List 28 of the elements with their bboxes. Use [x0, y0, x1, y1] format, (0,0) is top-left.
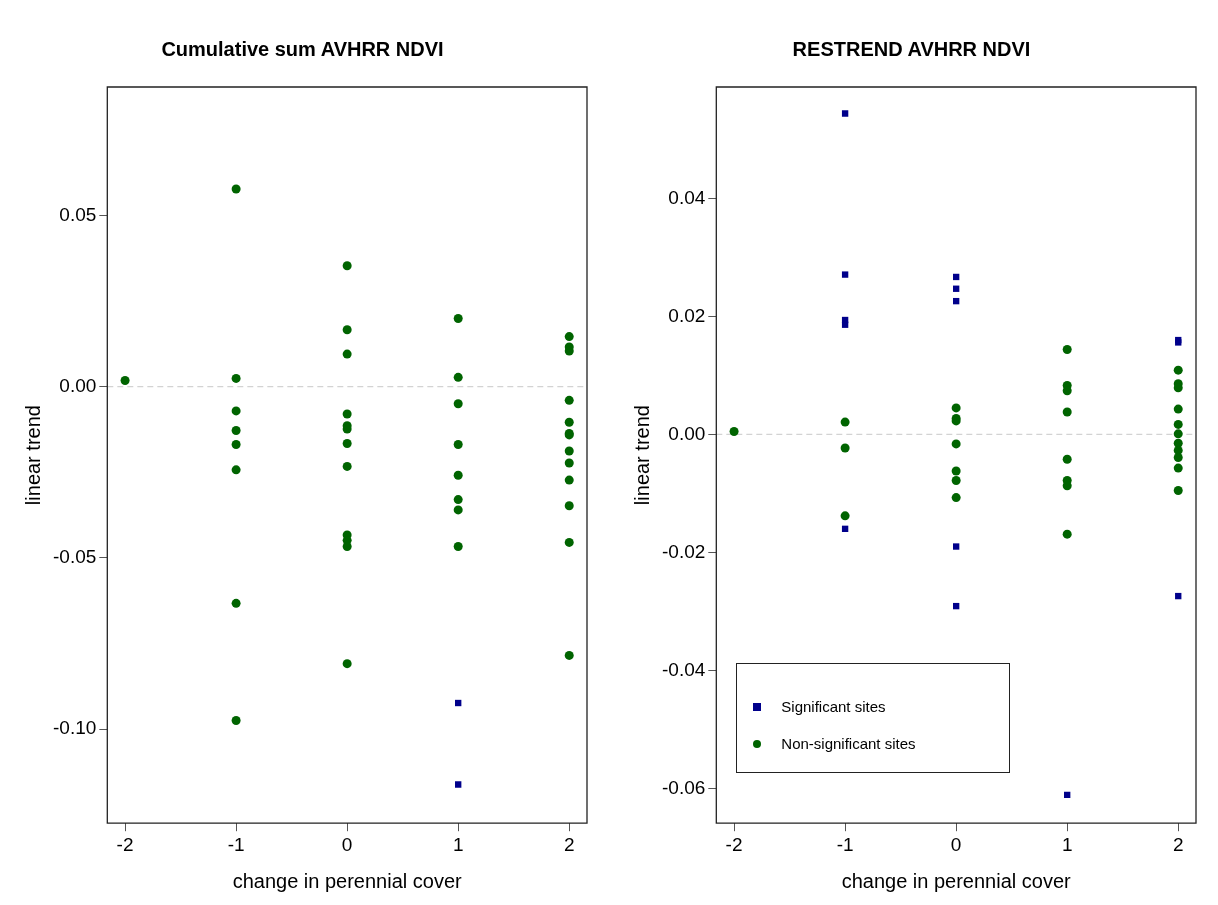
y-tick-label: -0.06 — [661, 776, 706, 798]
y-axis-title: linear trend — [21, 405, 44, 506]
chart-title: RESTREND AVHRR NDVI — [792, 37, 1031, 60]
x-tick-label: -2 — [725, 833, 743, 855]
y-tick-label: -0.05 — [52, 546, 97, 568]
y-tick-label: -0.10 — [52, 717, 97, 739]
x-tick-label: -2 — [116, 833, 134, 855]
x-tick-label: 0 — [341, 833, 353, 855]
x-tick-label: 1 — [452, 833, 464, 855]
y-tick-label: 0.00 — [668, 422, 706, 444]
x-tick-label: 1 — [1061, 833, 1073, 855]
y-tick-label: -0.04 — [661, 658, 706, 680]
x-tick-label: 0 — [950, 833, 962, 855]
legend-label: Non-significant sites — [781, 735, 916, 753]
y-tick-label: -0.02 — [661, 540, 706, 562]
x-tick-label: -1 — [836, 833, 854, 855]
x-axis-title: change in perennial cover — [232, 869, 463, 892]
chart-title: Cumulative sum AVHRR NDVI — [161, 37, 444, 60]
x-tick-label: 2 — [563, 833, 575, 855]
x-tick-label: 2 — [1172, 833, 1184, 855]
y-axis-title: linear trend — [630, 405, 653, 506]
legend-label: Significant sites — [781, 698, 886, 716]
y-tick-label: 0.05 — [59, 203, 97, 225]
x-tick-label: -1 — [227, 833, 245, 855]
x-axis-title: change in perennial cover — [841, 869, 1072, 892]
y-tick-label: 0.04 — [668, 186, 706, 208]
y-tick-label: 0.00 — [59, 374, 97, 396]
y-tick-label: 0.02 — [668, 304, 706, 326]
